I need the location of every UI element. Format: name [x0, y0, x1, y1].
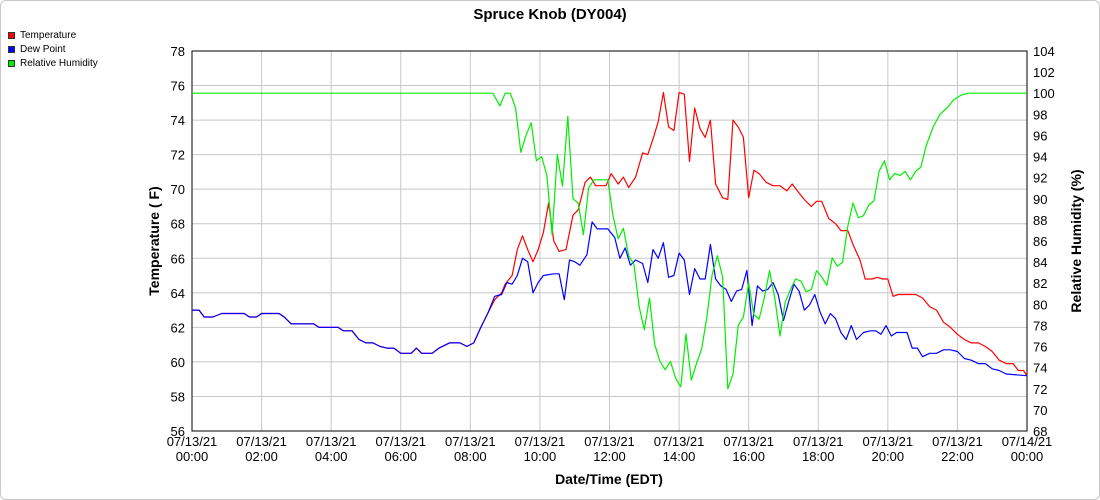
x-tick-label-time: 02:00 — [245, 449, 278, 464]
x-tick-label-time: 14:00 — [663, 449, 696, 464]
x-tick-label-date: 07/13/21 — [723, 434, 774, 449]
x-tick-label-time: 00:00 — [176, 449, 209, 464]
x-tick-label-date: 07/13/21 — [515, 434, 566, 449]
chart-title: Spruce Knob (DY004) — [473, 6, 626, 23]
y2-tick-label: 84 — [1033, 255, 1047, 270]
series-line-dew-point — [192, 221, 1028, 377]
legend-label-dew-point: Dew Point — [20, 43, 66, 55]
y-tick-label: 72 — [171, 148, 185, 163]
x-tick-label-date: 07/13/21 — [445, 434, 496, 449]
x-tick-label-date: 07/13/21 — [584, 434, 635, 449]
right-axis: 68 70 72 74 76 78 80 82 84 86 88 90 92 94 96 98 100 102 10… — [1033, 44, 1055, 439]
left-axis: 56 58 60 62 64 66 68 70 72 74 76 78 — [171, 44, 185, 439]
legend-item-relative-humidity: Relative Humidity — [8, 56, 98, 70]
x-tick-label-time: 12:00 — [593, 449, 626, 464]
y-tick-label: 68 — [171, 217, 185, 232]
x-tick-label-date: 07/14/21 — [1002, 434, 1053, 449]
y2-tick-label: 70 — [1033, 403, 1047, 418]
y-tick-label: 56 — [171, 424, 185, 439]
x-tick-label-time: 16:00 — [732, 449, 765, 464]
y2-tick-label: 104 — [1033, 44, 1055, 59]
x-tick-label-date: 07/13/21 — [654, 434, 705, 449]
y2-tick-label: 80 — [1033, 297, 1047, 312]
legend-item-temperature: Temperature — [8, 28, 98, 42]
x-tick-label-time: 08:00 — [454, 449, 487, 464]
right-axis-title: Relative Humidity (%) — [1068, 169, 1084, 312]
y-tick-label: 76 — [171, 79, 185, 94]
x-tick-label-time: 06:00 — [384, 449, 417, 464]
y2-tick-label: 98 — [1033, 107, 1047, 122]
y-tick-label: 58 — [171, 389, 185, 404]
plot-area-border — [191, 50, 1028, 432]
y-tick-label: 66 — [171, 251, 185, 266]
x-tick-label-time: 04:00 — [315, 449, 348, 464]
y2-tick-label: 100 — [1033, 86, 1055, 101]
x-tick-label-date: 07/13/21 — [236, 434, 287, 449]
x-tick-label-date: 07/13/21 — [793, 434, 844, 449]
y-tick-label: 70 — [171, 182, 185, 197]
grid — [191, 50, 1028, 432]
series-line-relative-humidity — [192, 92, 1027, 390]
legend-swatch-dew-point — [8, 45, 15, 53]
x-tick-label-time: 18:00 — [802, 449, 835, 464]
y-tick-label: 74 — [171, 113, 185, 128]
y2-tick-label: 76 — [1033, 340, 1047, 355]
y-tick-label: 60 — [171, 355, 185, 370]
x-tick-label-date: 07/13/21 — [932, 434, 983, 449]
x-axis-title: Date/Time (EDT) — [555, 471, 663, 487]
y-tick-label: 62 — [171, 320, 185, 335]
x-tick-label-time: 00:00 — [1011, 449, 1044, 464]
x-tick-label-date: 07/13/21 — [306, 434, 357, 449]
y-tick-label: 78 — [171, 44, 185, 59]
x-tick-label-time: 10:00 — [524, 449, 557, 464]
legend-label-relative-humidity: Relative Humidity — [20, 57, 98, 69]
y2-tick-label: 102 — [1033, 65, 1055, 80]
y2-tick-label: 94 — [1033, 150, 1047, 165]
left-axis-title: Temperature ( F) — [146, 186, 162, 295]
x-tick-label-date: 07/13/21 — [167, 434, 218, 449]
legend-item-dew-point: Dew Point — [8, 42, 98, 56]
legend: Temperature Dew Point Relative Humidity — [8, 28, 98, 70]
legend-swatch-temperature — [8, 31, 15, 39]
y2-tick-label: 88 — [1033, 213, 1047, 228]
y2-tick-label: 72 — [1033, 382, 1047, 397]
y-tick-label: 64 — [171, 286, 185, 301]
x-tick-label-time: 20:00 — [872, 449, 905, 464]
y2-tick-label: 92 — [1033, 171, 1047, 186]
x-tick-label-date: 07/13/21 — [863, 434, 914, 449]
x-tick-label-time: 22:00 — [941, 449, 974, 464]
y2-tick-label: 68 — [1033, 424, 1047, 439]
legend-label-temperature: Temperature — [20, 29, 77, 41]
y2-tick-label: 82 — [1033, 276, 1047, 291]
y2-tick-label: 96 — [1033, 128, 1047, 143]
y2-tick-label: 90 — [1033, 192, 1047, 207]
legend-swatch-relative-humidity — [8, 59, 15, 67]
y2-tick-label: 74 — [1033, 361, 1047, 376]
series-layer — [192, 91, 1028, 390]
y2-tick-label: 78 — [1033, 318, 1047, 333]
x-tick-label-date: 07/13/21 — [375, 434, 426, 449]
x-axis: 07/13/2100:0007/13/2102:0007/13/2104:000… — [167, 434, 1053, 464]
y2-tick-label: 86 — [1033, 234, 1047, 249]
